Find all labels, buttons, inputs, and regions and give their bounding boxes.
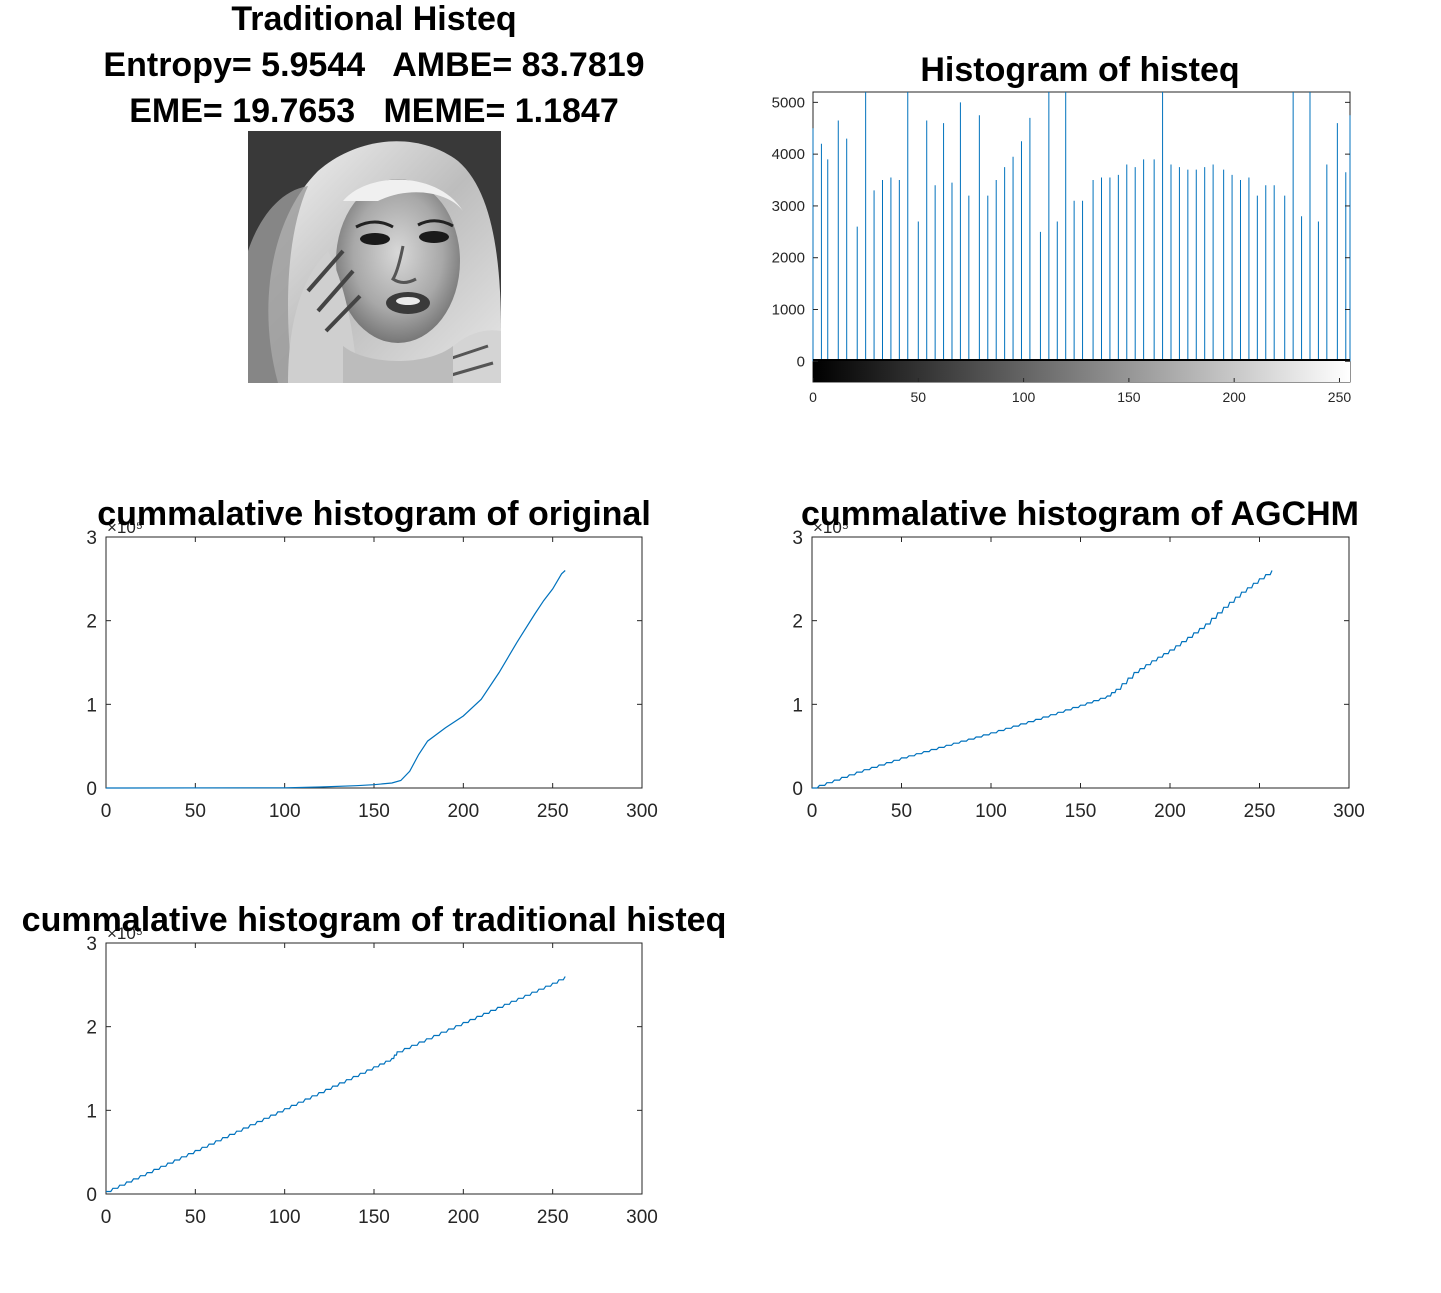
y-tick-label: 1: [86, 695, 97, 716]
chart-title: cummalative histogram of AGCHM: [801, 495, 1359, 533]
chart-title: cummalative histogram of traditional his…: [22, 901, 727, 939]
histogram-x-tick-label: 250: [1328, 389, 1352, 405]
y-tick-label: 2: [86, 1018, 97, 1039]
y-tick-label: 0: [792, 779, 803, 800]
x-tick-label: 0: [101, 1207, 112, 1228]
histogram-y-tick-label: 5000: [772, 94, 805, 111]
nose: [390, 245, 417, 284]
x-tick-label: 50: [185, 801, 206, 822]
x-tick-label: 0: [807, 801, 818, 822]
histogram-y-tick-label: 3000: [772, 198, 805, 215]
y-tick-label: 0: [86, 1185, 97, 1206]
histogram-y-tick-label: 1000: [772, 302, 805, 319]
chart-axes-box: [811, 536, 1350, 789]
x-tick-label: 50: [891, 801, 912, 822]
histogram-x-tick-label: 100: [1012, 389, 1036, 405]
face-shape: [336, 179, 460, 343]
x-tick-label: 100: [975, 801, 1007, 822]
grayscale-colorbar: [813, 361, 1350, 382]
histogram-bars: [812, 92, 1351, 362]
x-tick-label: 200: [447, 801, 479, 822]
cumulative-series-line: [812, 570, 1273, 789]
cumulative-series-line: [106, 976, 566, 1193]
y-tick-label: 0: [86, 779, 97, 800]
y-tick-label: 2: [86, 612, 97, 633]
histogram-x-ticks: 0 50 100 150 200 250: [809, 378, 1351, 405]
x-tick-label: 300: [1333, 801, 1365, 822]
portrait-drawing: [248, 131, 501, 383]
x-tick-label: 150: [358, 801, 390, 822]
y-tick-label: 1: [86, 1101, 97, 1122]
y-tick-label: 1: [792, 695, 803, 716]
histogram-x-tick-label: 150: [1117, 389, 1141, 405]
image-title-line-3: EME= 19.7653 MEME= 1.1847: [129, 92, 619, 130]
image-title-line-1: Traditional Histeq: [231, 0, 517, 38]
equalized-portrait-image: [248, 131, 501, 383]
y-tick-label: 3: [86, 934, 97, 955]
histogram-y-tick-label: 4000: [772, 146, 805, 163]
left-eye: [360, 233, 390, 245]
chart-axes-box: [105, 536, 643, 789]
image-panel-title: Traditional Histeq Entropy= 5.9544 AMBE=…: [64, 0, 684, 134]
x-tick-label: 0: [101, 801, 112, 822]
image-title-line-2: Entropy= 5.9544 AMBE= 83.7819: [103, 46, 645, 84]
cumulative-series-line: [105, 570, 566, 789]
histogram-x-tick-label: 50: [911, 389, 927, 405]
histogram-axes-box: [812, 91, 1351, 383]
y-exponent-label: ×10⁵: [107, 924, 143, 943]
y-tick-label: 3: [792, 528, 803, 549]
histogram-y-tick-label: 2000: [772, 250, 805, 267]
histogram-x-tick-label: 200: [1222, 389, 1246, 405]
histogram-title: Histogram of histeq: [920, 51, 1239, 89]
x-tick-label: 50: [185, 1207, 206, 1228]
y-exponent-label: ×10⁵: [813, 518, 849, 537]
x-tick-label: 100: [269, 801, 301, 822]
x-tick-label: 150: [358, 1207, 390, 1228]
x-tick-label: 250: [537, 801, 569, 822]
y-tick-label: 2: [792, 612, 803, 633]
histogram-y-ticks: 0 1000 2000 3000 4000 5000: [772, 94, 1350, 370]
y-tick-label: 3: [86, 528, 97, 549]
right-eye: [419, 231, 449, 243]
chart-axes-box: [105, 942, 643, 1195]
chart-title: cummalative histogram of original: [97, 495, 651, 533]
histogram-x-tick-label: 0: [809, 389, 817, 405]
x-tick-label: 250: [537, 1207, 569, 1228]
x-tick-label: 150: [1065, 801, 1097, 822]
x-tick-label: 200: [447, 1207, 479, 1228]
x-tick-label: 300: [626, 1207, 658, 1228]
histogram-y-tick-label: 0: [797, 353, 805, 370]
x-tick-label: 250: [1244, 801, 1276, 822]
x-tick-label: 300: [626, 801, 658, 822]
y-exponent-label: ×10⁵: [107, 518, 143, 537]
x-tick-label: 100: [269, 1207, 301, 1228]
x-tick-label: 200: [1154, 801, 1186, 822]
